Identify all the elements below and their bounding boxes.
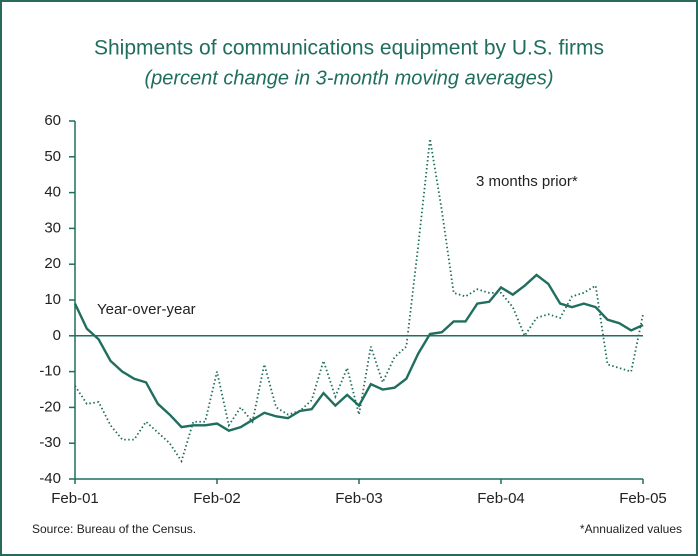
y-tick-label: -10 [39, 363, 61, 380]
series-label: Year-over-year [97, 301, 196, 318]
y-tick-label: 40 [44, 184, 61, 201]
y-tick-label: 0 [53, 327, 61, 344]
x-tick-label: Feb-03 [335, 490, 383, 507]
y-tick-label: -30 [39, 434, 61, 451]
x-tick-label: Feb-02 [193, 490, 241, 507]
y-tick-label: 60 [44, 112, 61, 129]
y-tick-label: -20 [39, 398, 61, 415]
series-line [73, 273, 644, 432]
x-tick-label: Feb-05 [619, 490, 667, 507]
x-tick-label: Feb-01 [51, 490, 99, 507]
y-tick-label: 50 [44, 148, 61, 165]
y-tick-label: 10 [44, 291, 61, 308]
source: Source: Bureau of the Census. [32, 522, 196, 536]
chart-title: Shipments of communications equipment by… [94, 37, 604, 60]
footnote: *Annualized values [580, 522, 682, 536]
chart-subtitle: (percent change in 3-month moving averag… [144, 67, 553, 89]
series-label: 3 months prior* [476, 173, 578, 190]
series-line [74, 138, 644, 464]
y-tick-label: 30 [44, 219, 61, 236]
x-tick-label: Feb-04 [477, 490, 525, 507]
y-tick-label: -40 [39, 470, 61, 487]
y-tick-label: 20 [44, 255, 61, 272]
